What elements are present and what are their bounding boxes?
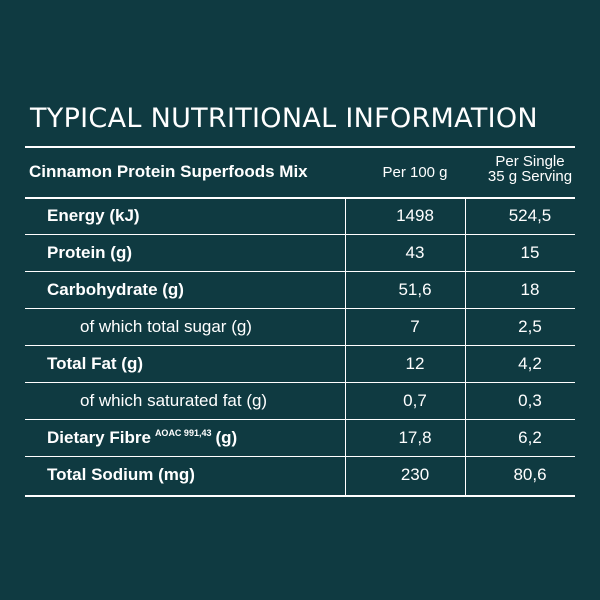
column-divider-1-last [345, 457, 346, 495]
table-row-total-sugar: of which total sugar (g) 7 2,5 [25, 309, 575, 345]
row-divider [25, 234, 575, 235]
table-row-total-fat: Total Fat (g) 12 4,2 [25, 346, 575, 382]
row-value-per-100g: 1498 [396, 206, 434, 225]
column-header-per-serving: Per Single 35 g Serving [480, 154, 580, 184]
row-value-per-serving: 2,5 [518, 317, 542, 336]
row-value-per-serving: 524,5 [508, 206, 552, 225]
row-label: of which total sugar (g) [80, 317, 252, 336]
column-header-per-serving-line1: Per Single [495, 153, 565, 170]
row-value-per-100g: 51,6 [398, 280, 432, 299]
row-label: Total Fat (g) [47, 354, 143, 373]
row-value-per-serving: 80,6 [513, 465, 547, 484]
row-value-per-100g: 43 [405, 243, 425, 262]
row-label-group: Dietary Fibre AOAC 991,43 (g) [47, 420, 397, 456]
table-header: Cinnamon Protein Superfoods Mix Per 100 … [25, 146, 575, 197]
row-value-per-serving: 18 [520, 280, 540, 299]
row-value-per-serving: 0,3 [518, 391, 542, 410]
row-label: Protein (g) [47, 243, 132, 262]
column-divider-2-last [465, 457, 466, 495]
row-value-per-serving: 4,2 [518, 354, 542, 373]
row-value-per-serving: 6,2 [518, 428, 542, 447]
table-row-dietary-fibre: Dietary Fibre AOAC 991,43 (g) 17,8 6,2 [25, 420, 575, 456]
row-label: of which saturated fat (g) [80, 391, 268, 410]
table-row-total-sodium: Total Sodium (mg) 230 80,6 [25, 457, 575, 493]
row-divider [25, 308, 575, 309]
table-row-carbohydrate: Carbohydrate (g) 51,6 18 [25, 272, 575, 308]
row-value-per-100g: 17,8 [398, 428, 432, 447]
table-row-protein: Protein (g) 43 15 [25, 235, 575, 271]
column-header-per-serving-line2: 35 g Serving [487, 168, 573, 185]
row-value-per-serving: 15 [520, 243, 540, 262]
page-title: TYPICAL NUTRITIONAL INFORMATION [30, 103, 538, 134]
row-label: Dietary Fibre [47, 428, 151, 447]
column-header-per-100g: Per 100 g [382, 164, 448, 181]
row-value-per-100g: 12 [405, 354, 425, 373]
row-value-per-100g: 230 [400, 465, 430, 484]
product-name: Cinnamon Protein Superfoods Mix [29, 162, 308, 181]
row-divider [25, 382, 575, 383]
row-label-suffix: (g) [215, 428, 238, 447]
row-label: Energy (kJ) [47, 206, 140, 225]
row-label: Carbohydrate (g) [47, 280, 184, 299]
row-divider [25, 271, 575, 272]
row-divider [25, 345, 575, 346]
row-value-per-100g: 7 [410, 317, 420, 336]
row-divider [25, 456, 575, 457]
row-divider [25, 419, 575, 420]
table-top-rule [25, 146, 575, 148]
row-label: Total Sodium (mg) [47, 465, 195, 484]
column-divider-2 [465, 197, 466, 495]
row-label-superscript: AOAC 991,43 [154, 428, 212, 438]
column-divider-1 [345, 197, 346, 495]
table-bottom-rule [25, 495, 575, 497]
header-rule [25, 197, 575, 199]
table-row-saturated-fat: of which saturated fat (g) 0,7 0,3 [25, 383, 575, 419]
table-row-energy: Energy (kJ) 1498 524,5 [25, 198, 575, 234]
row-value-per-100g: 0,7 [403, 391, 427, 410]
